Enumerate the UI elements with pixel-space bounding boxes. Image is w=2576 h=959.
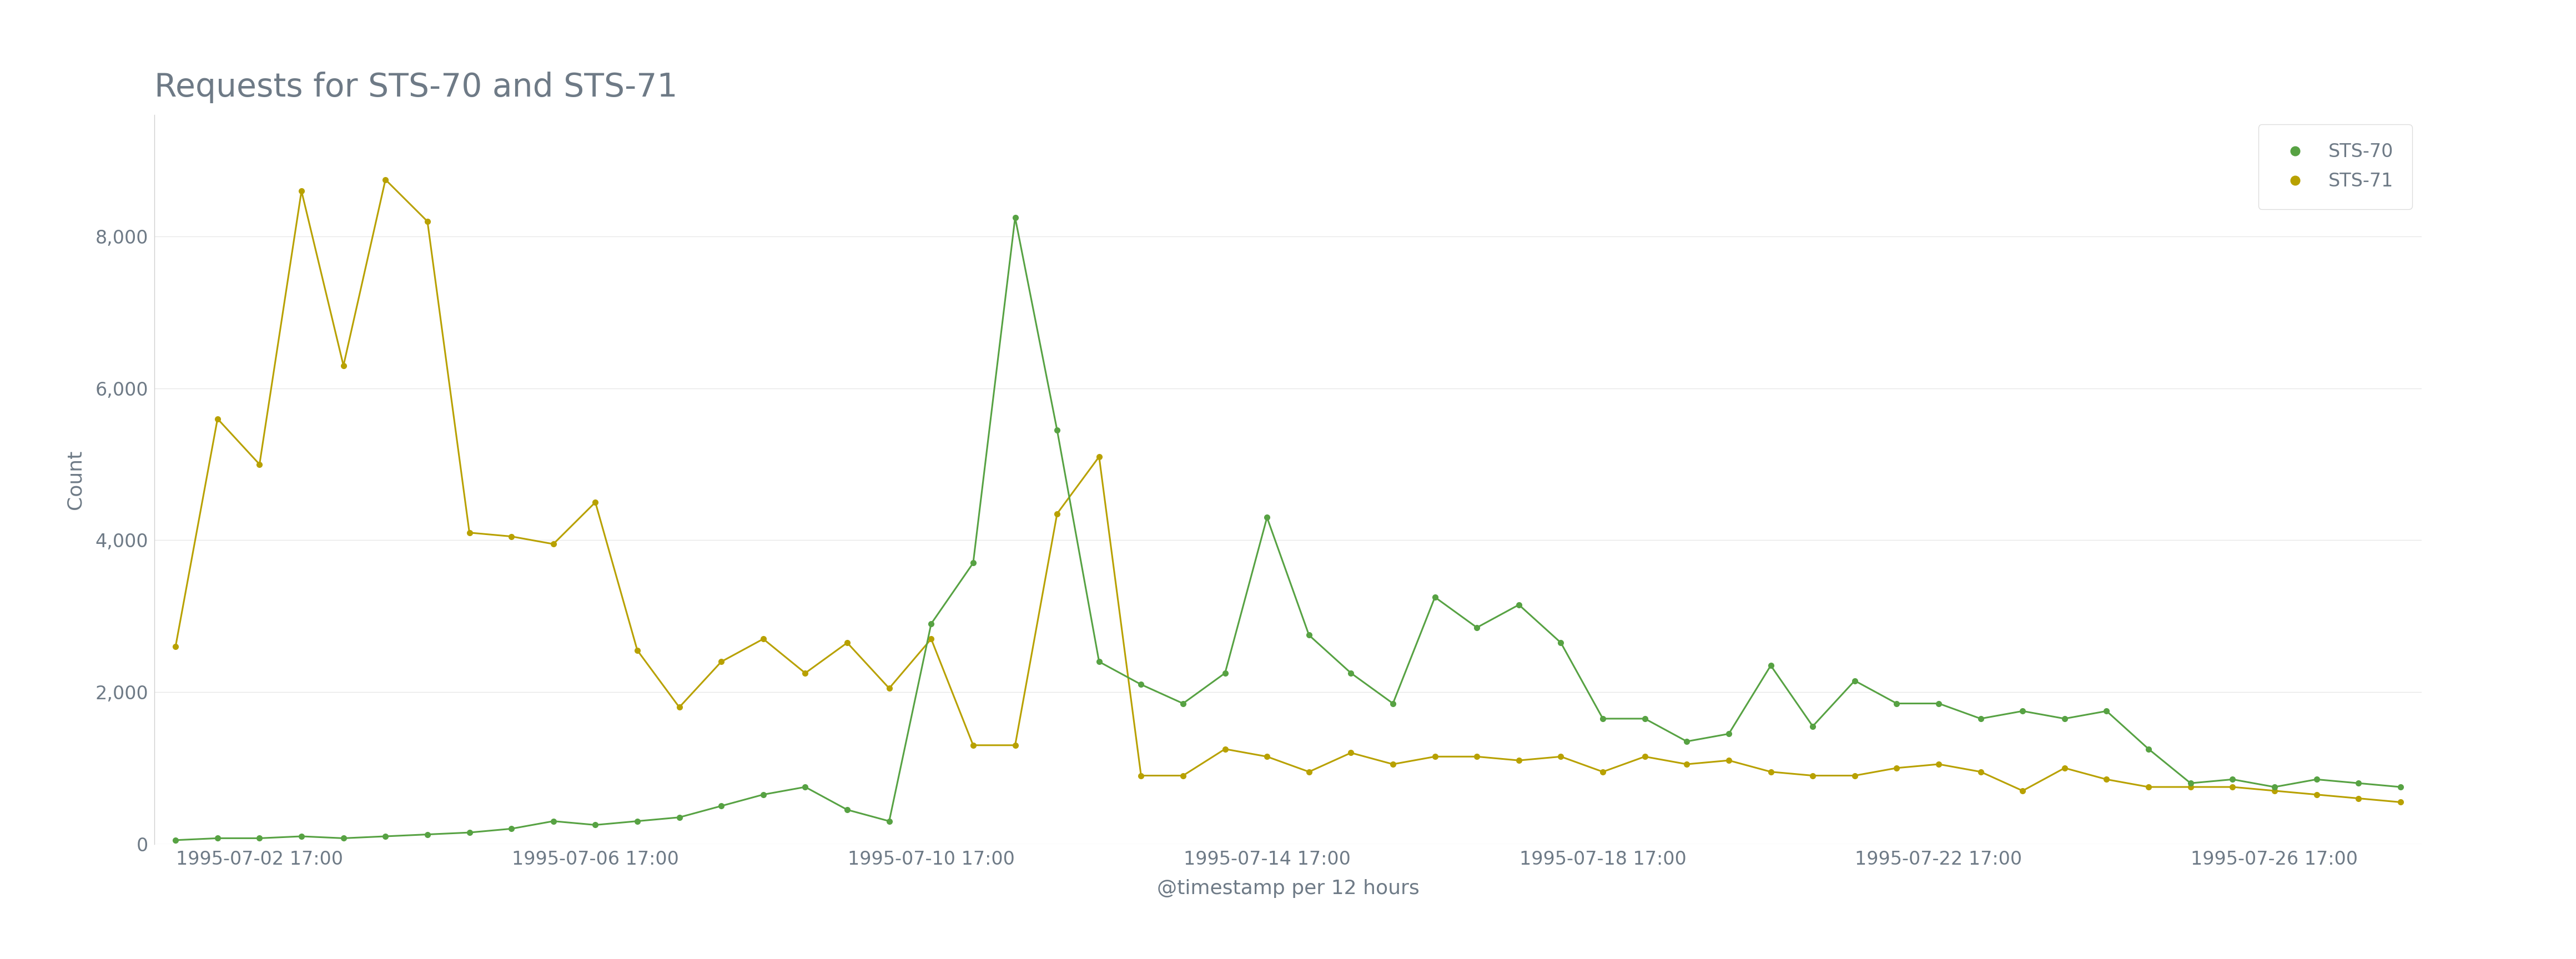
- Line: STS-70: STS-70: [173, 215, 2403, 843]
- STS-71: [371, 174, 402, 185]
- STS-71: [2385, 796, 2416, 807]
- STS-70: [1419, 592, 1450, 603]
- Legend: STS-70, STS-71: STS-70, STS-71: [2259, 125, 2411, 209]
- Text: Requests for STS-70 and STS-71: Requests for STS-70 and STS-71: [155, 72, 677, 104]
- STS-71: [160, 641, 191, 652]
- STS-71: [1713, 755, 1744, 766]
- STS-70: [1041, 425, 1072, 436]
- STS-71: [1546, 751, 1577, 762]
- STS-70: [538, 815, 569, 827]
- STS-70: [2385, 782, 2416, 793]
- STS-70: [1713, 728, 1744, 739]
- STS-70: [999, 212, 1030, 223]
- Line: STS-71: STS-71: [173, 176, 2403, 805]
- STS-71: [1504, 755, 1535, 766]
- STS-70: [1504, 599, 1535, 611]
- Y-axis label: Count: Count: [64, 450, 85, 509]
- STS-70: [1546, 637, 1577, 648]
- STS-71: [1419, 751, 1450, 762]
- STS-71: [1041, 508, 1072, 520]
- X-axis label: @timestamp per 12 hours: @timestamp per 12 hours: [1157, 879, 1419, 898]
- STS-70: [160, 834, 191, 846]
- STS-71: [580, 497, 611, 508]
